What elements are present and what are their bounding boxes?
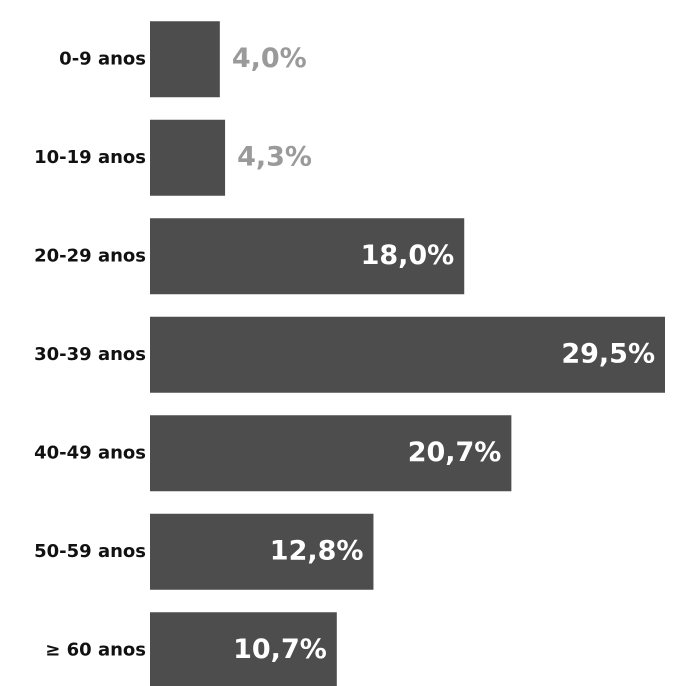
category-label: 20-29 anos <box>34 245 146 266</box>
value-label: 10,7% <box>233 634 327 665</box>
value-label: 29,5% <box>561 338 655 369</box>
value-label: 4,0% <box>232 43 307 74</box>
category-label: 10-19 anos <box>34 147 146 168</box>
category-label: 40-49 anos <box>34 442 146 463</box>
value-label: 4,3% <box>237 141 312 172</box>
value-label: 20,7% <box>408 437 502 468</box>
bar <box>150 415 512 492</box>
bar <box>150 119 226 196</box>
category-label: ≥ 60 anos <box>45 639 146 660</box>
bar <box>150 218 465 295</box>
bar <box>150 21 220 98</box>
category-label: 30-39 anos <box>34 344 146 365</box>
value-label: 12,8% <box>270 535 364 566</box>
category-label: 0-9 anos <box>59 48 146 69</box>
value-label: 18,0% <box>361 240 455 271</box>
category-label: 50-59 anos <box>34 541 146 562</box>
bar <box>150 316 665 393</box>
bar <box>150 612 337 686</box>
bar <box>150 513 374 590</box>
